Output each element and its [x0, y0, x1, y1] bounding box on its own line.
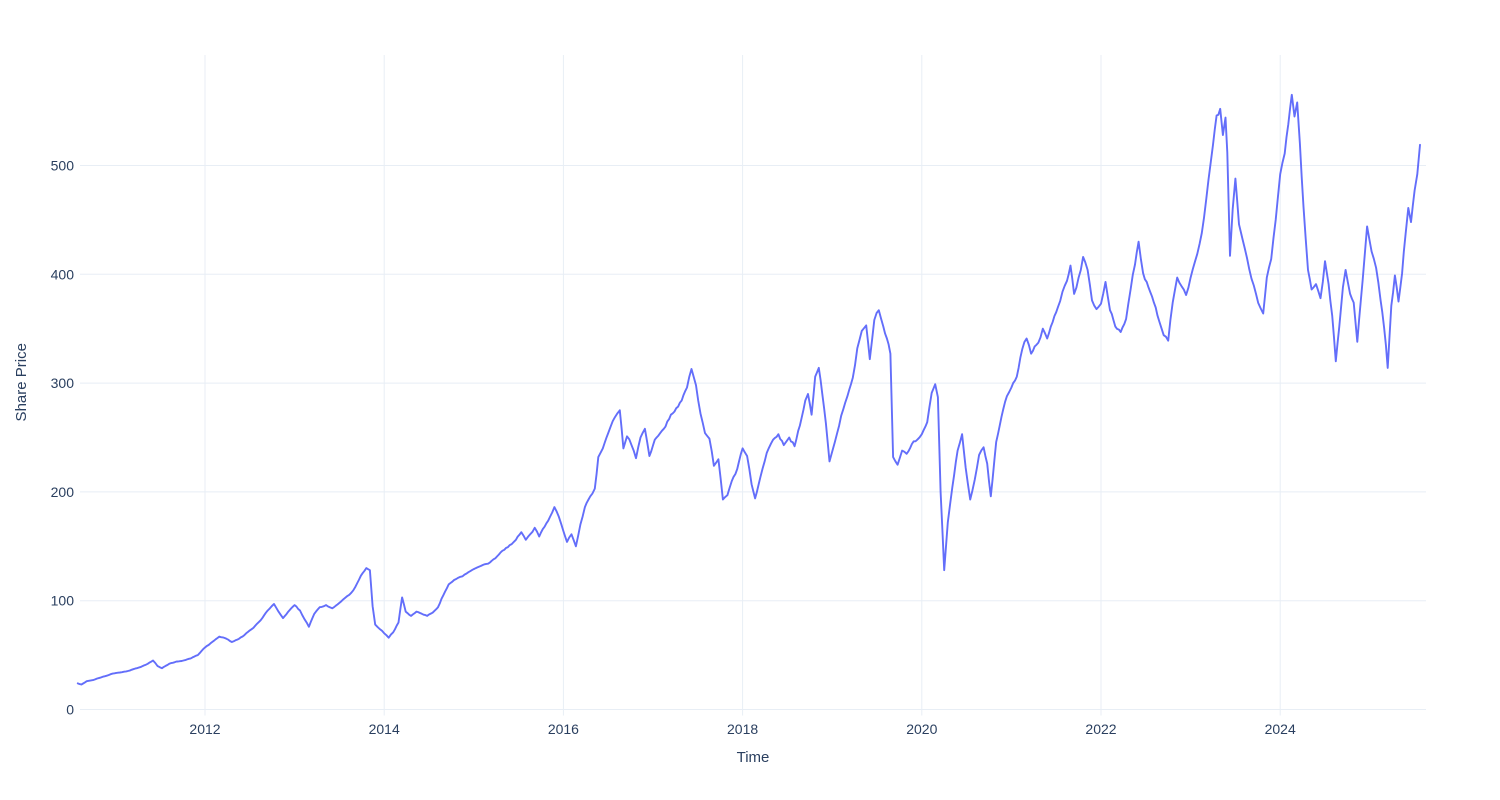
x-tick-label: 2020 [906, 721, 937, 737]
x-axis-title: Time [737, 749, 770, 766]
y-tick-label: 500 [51, 158, 75, 174]
y-tick-label: 200 [51, 484, 75, 500]
y-tick-label: 300 [51, 375, 75, 391]
y-tick-label: 100 [51, 593, 75, 609]
x-tick-labels: 2012 2014 2016 2018 2020 2022 2024 [189, 721, 1296, 737]
x-tick-label: 2024 [1265, 721, 1296, 737]
price-line [76, 93, 1421, 686]
x-tick-label: 2018 [727, 721, 758, 737]
x-tick-label: 2012 [189, 721, 220, 737]
x-tick-label: 2014 [369, 721, 400, 737]
x-tick-label: 2016 [548, 721, 579, 737]
vertical-gridlines [204, 55, 1281, 716]
horizontal-gridlines [80, 165, 1426, 710]
y-tick-labels: 0 100 200 300 400 500 [51, 158, 75, 718]
y-axis-title: Share Price [13, 343, 30, 421]
x-tick-label: 2022 [1085, 721, 1116, 737]
y-tick-label: 0 [66, 702, 74, 718]
y-tick-label: 400 [51, 266, 75, 282]
